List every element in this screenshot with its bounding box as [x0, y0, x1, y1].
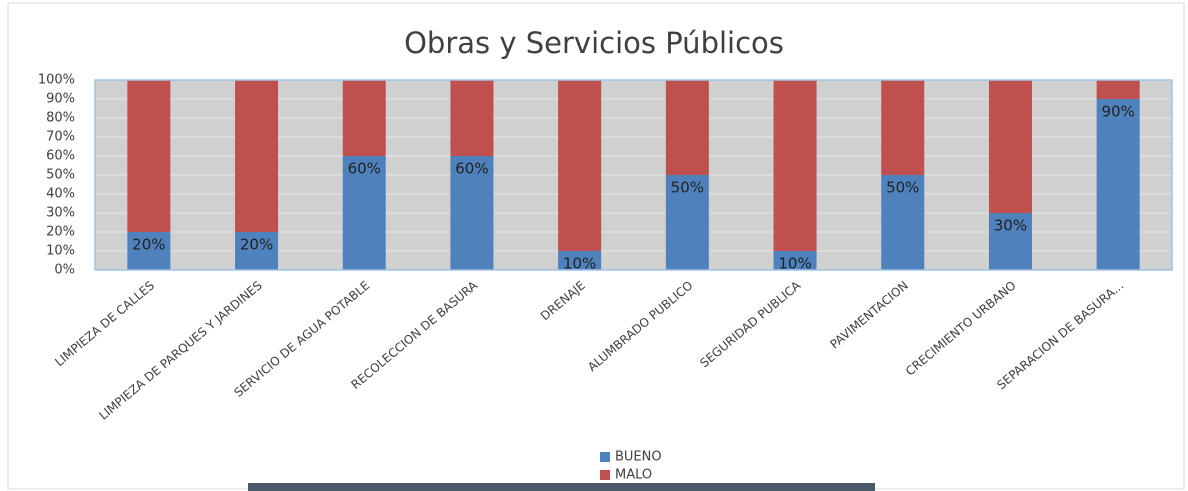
- bar-segment: [774, 80, 817, 251]
- y-tick-label: 20%: [46, 225, 75, 240]
- photo-strip: [248, 483, 875, 491]
- bar-segment: [1097, 80, 1140, 99]
- data-label: 50%: [671, 179, 704, 197]
- data-label: 90%: [1101, 103, 1134, 121]
- bar-segment: [989, 80, 1032, 213]
- y-tick-label: 80%: [46, 111, 75, 126]
- bar-segment: [558, 80, 601, 251]
- bar-segment: [1097, 99, 1140, 270]
- data-label: 50%: [886, 179, 919, 197]
- y-tick-label: 100%: [38, 73, 75, 88]
- data-label: 60%: [455, 160, 488, 178]
- legend-label: BUENO: [615, 450, 662, 465]
- bar-segment: [235, 80, 278, 232]
- y-tick-label: 90%: [46, 92, 75, 107]
- legend-swatch: [600, 452, 610, 462]
- bar-segment: [343, 80, 386, 156]
- bar-segment: [666, 80, 709, 175]
- chart: Obras y Servicios Públicos 0% 10% 20% 30% 40…: [0, 0, 1188, 491]
- bar-segment: [127, 80, 170, 232]
- data-label: 20%: [132, 236, 165, 254]
- data-label: 20%: [240, 236, 273, 254]
- y-tick-label: 0%: [54, 263, 75, 278]
- y-tick-label: 70%: [46, 130, 75, 145]
- bar-segment: [450, 80, 493, 156]
- y-tick-label: 40%: [46, 187, 75, 202]
- data-label: 30%: [994, 217, 1027, 235]
- y-tick-label: 50%: [46, 168, 75, 183]
- legend-swatch: [600, 470, 610, 480]
- bar-segment: [881, 80, 924, 175]
- y-tick-label: 60%: [46, 149, 75, 164]
- legend-label: MALO: [615, 468, 652, 483]
- chart-title: Obras y Servicios Públicos: [404, 26, 784, 60]
- y-tick-label: 10%: [46, 244, 75, 259]
- y-tick-label: 30%: [46, 206, 75, 221]
- data-label: 60%: [348, 160, 381, 178]
